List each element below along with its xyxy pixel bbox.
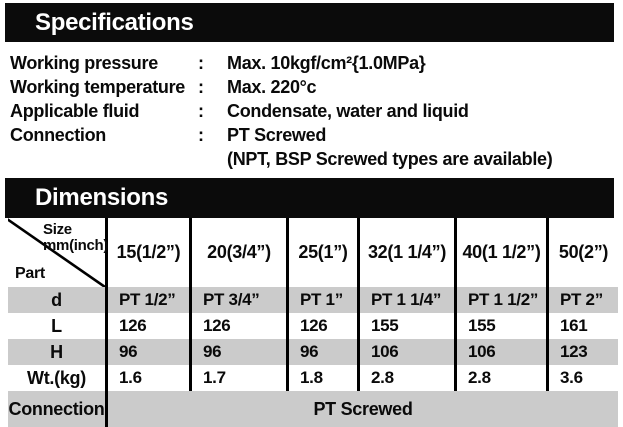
column-header: 25(1”) — [286, 218, 357, 287]
spec-label: Working pressure — [10, 53, 158, 73]
row-label: Wt.(kg) — [27, 367, 86, 388]
table-cell: 126 — [105, 313, 189, 339]
specifications-title: Specifications — [35, 8, 194, 36]
table-cell: 96 — [286, 339, 357, 365]
table-corner-cell: Size mm(inch) Part — [8, 218, 109, 287]
column-header: 15(1/2”) — [105, 218, 189, 287]
specifications-header-bar: Specifications — [5, 3, 614, 42]
specifications-list: Working pressure : Max. 10kgf/cm²{1.0MPa… — [6, 51, 553, 171]
connection-span-cell: PT Screwed — [105, 391, 618, 427]
column-header: 32(1 1/4”) — [357, 218, 454, 287]
row-label: Connection — [8, 391, 105, 427]
table-cell: PT 1” — [286, 287, 357, 313]
table-cell: PT 1 1/2” — [454, 287, 546, 313]
table-cell: 2.8 — [357, 365, 454, 391]
spec-value-note: (NPT, BSP Screwed types are available) — [227, 149, 553, 169]
spec-separator: : — [198, 125, 204, 145]
spec-value: Condensate, water and liquid — [227, 101, 469, 121]
table-cell: 1.8 — [286, 365, 357, 391]
spec-separator: : — [198, 101, 204, 121]
spec-value: PT Screwed — [227, 125, 327, 145]
table-cell: 1.6 — [105, 365, 189, 391]
column-header: 50(2”) — [546, 218, 618, 287]
table-cell: 155 — [454, 313, 546, 339]
table-cell: 96 — [189, 339, 286, 365]
table-cell: 161 — [546, 313, 618, 339]
table-cell: 96 — [105, 339, 189, 365]
row-label: L — [51, 315, 62, 336]
table-cell: 155 — [357, 313, 454, 339]
dimensions-title: Dimensions — [35, 184, 169, 211]
table-cell: 106 — [357, 339, 454, 365]
spec-label: Connection — [10, 125, 106, 145]
spec-separator: : — [198, 53, 204, 73]
dimensions-table: Size mm(inch) Part 15(1/2”) 20(3/4”) 25(… — [8, 218, 618, 427]
table-cell: 3.6 — [546, 365, 618, 391]
row-label: H — [8, 339, 105, 365]
table-cell: 1.7 — [189, 365, 286, 391]
table-cell: PT 1/2” — [105, 287, 189, 313]
spec-value: Max. 220°c — [227, 77, 317, 97]
column-header: 40(1 1/2”) — [454, 218, 546, 287]
spec-label: Applicable fluid — [10, 101, 140, 121]
table-cell: 126 — [286, 313, 357, 339]
size-axis-label: Size mm(inch) — [43, 221, 109, 254]
table-cell: 126 — [189, 313, 286, 339]
table-cell: PT 1 1/4” — [357, 287, 454, 313]
table-cell: 2.8 — [454, 365, 546, 391]
spec-separator: : — [198, 77, 204, 97]
table-cell: PT 2” — [546, 287, 618, 313]
part-axis-label: Part — [15, 265, 45, 282]
column-header: 20(3/4”) — [189, 218, 286, 287]
diagonal-divider — [8, 218, 105, 287]
table-cell: PT 3/4” — [189, 287, 286, 313]
row-label: d — [8, 287, 105, 313]
spec-label: Working temperature — [10, 77, 186, 97]
table-cell: 123 — [546, 339, 618, 365]
spec-value: Max. 10kgf/cm²{1.0MPa} — [227, 53, 426, 73]
dimensions-header-bar: Dimensions — [5, 178, 614, 218]
table-cell: 106 — [454, 339, 546, 365]
